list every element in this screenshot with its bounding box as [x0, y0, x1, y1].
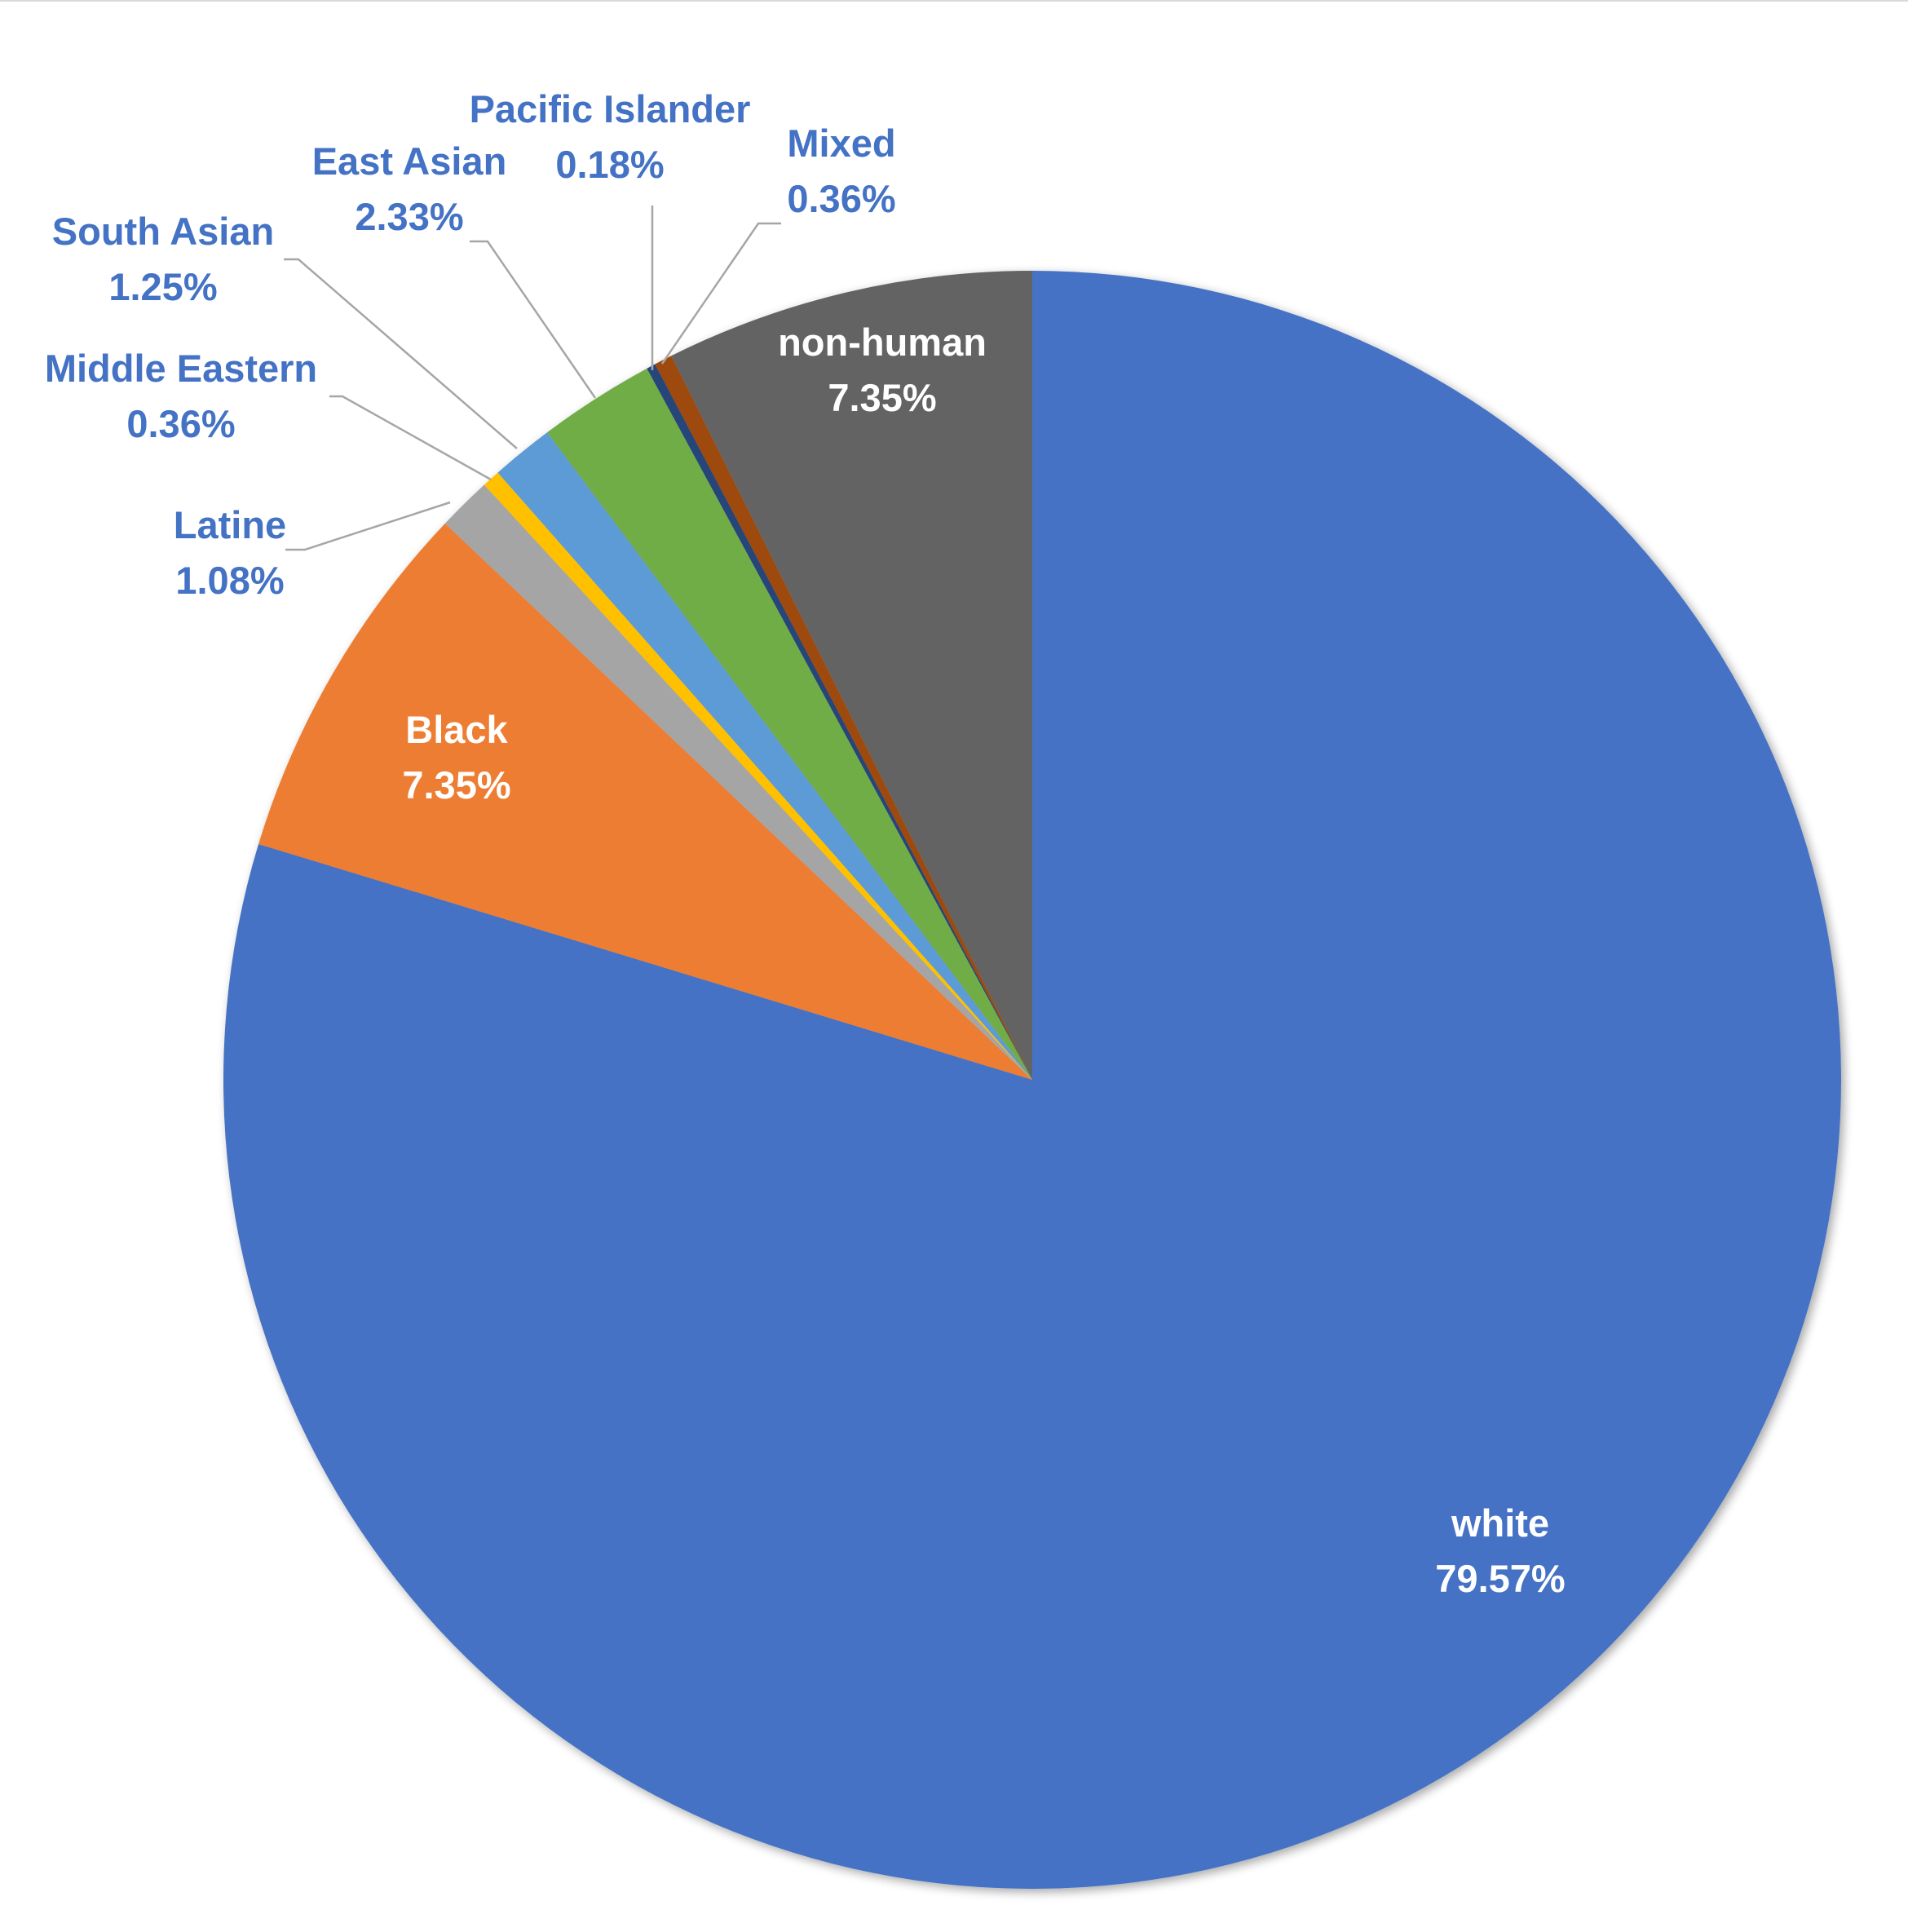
leader-lines	[284, 206, 781, 551]
leader-line-mixed	[660, 222, 781, 365]
pie-slice-non-human	[671, 271, 1032, 1080]
data-label-category: Mixed	[787, 122, 895, 165]
data-label-non-human: non-human 7.35%	[778, 321, 987, 419]
data-label-south-asian: South Asian 1.25%	[52, 210, 274, 308]
pie-slice-south-asian	[497, 432, 1032, 1080]
pie-slice-east-asian	[547, 368, 1032, 1081]
data-label-latine: Latine 1.08%	[174, 503, 286, 602]
data-label-value: 0.36%	[126, 402, 235, 445]
data-label-middle-eastern: Middle Eastern 0.36%	[45, 347, 317, 445]
data-label-category: non-human	[778, 321, 987, 364]
leader-line-latine	[285, 501, 451, 551]
data-label-value: 1.25%	[108, 265, 217, 308]
data-label-value: 7.35%	[402, 763, 510, 807]
data-label-pacific-islander: Pacific Islander 0.18%	[470, 87, 751, 186]
leader-line-east-asian	[470, 240, 597, 399]
data-label-category: East Asian	[312, 139, 507, 183]
data-label-value: 7.35%	[828, 376, 936, 419]
data-label-category: white	[1451, 1501, 1549, 1545]
data-label-category: Middle Eastern	[45, 347, 317, 390]
pie-slice-white	[223, 271, 1842, 1889]
data-label-value: 0.36%	[787, 177, 895, 220]
pie-slice-mixed	[655, 356, 1032, 1081]
data-label-category: South Asian	[52, 210, 274, 253]
data-label-value: 1.08%	[175, 559, 284, 602]
pie-slice-pacific-islander	[647, 364, 1032, 1080]
data-label-category: Black	[405, 708, 508, 751]
pie-slice-black	[258, 523, 1032, 1080]
data-labels: white 79.57% Black 7.35% Latine 1.08% Middle E…	[45, 87, 1566, 1600]
data-label-east-asian: East Asian 2.33%	[312, 139, 507, 238]
data-label-mixed: Mixed 0.36%	[787, 122, 895, 220]
leader-line-middle-eastern	[329, 395, 492, 481]
pie-slices	[223, 271, 1842, 1889]
pie-slice-middle-eastern	[484, 472, 1032, 1080]
data-label-black: Black 7.35%	[402, 708, 510, 807]
data-label-white: white 79.57%	[1435, 1501, 1565, 1600]
data-label-value: 2.33%	[355, 195, 463, 238]
data-label-category: Latine	[174, 503, 286, 546]
data-label-value: 79.57%	[1435, 1557, 1565, 1600]
data-label-category: Pacific Islander	[470, 87, 751, 130]
leader-line-south-asian	[284, 258, 518, 449]
data-label-value: 0.18%	[555, 143, 664, 186]
pie-slice-latine	[444, 484, 1032, 1080]
